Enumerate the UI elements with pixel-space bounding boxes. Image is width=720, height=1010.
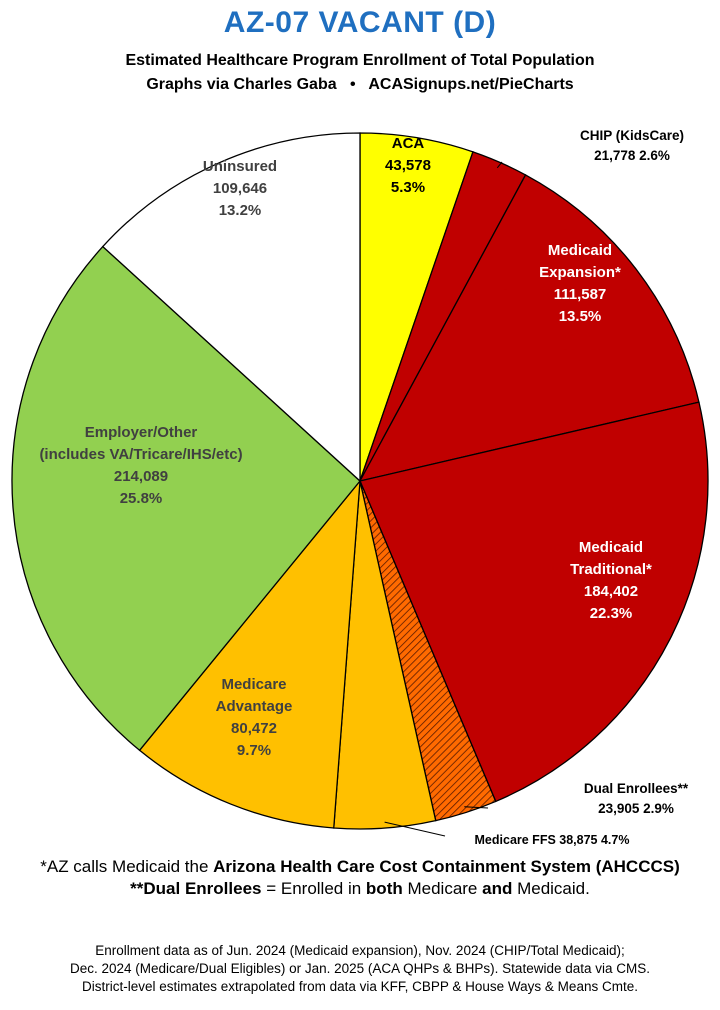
slice-label-medicaid-traditional: Medicaid Traditional* 184,402 22.3% [570,539,652,622]
source-line-2: Dec. 2024 (Medicare/Dual Eligibles) or J… [70,961,650,976]
slice-label-aca: ACA 43,578 5.3% [385,135,431,196]
chart-credit: Graphs via Charles Gaba • ACASignups.net… [0,76,720,94]
footnote-ahcccs: *AZ calls Medicaid the Arizona Health Ca… [0,856,720,878]
footnote-dual-text2: Medicare [402,879,483,898]
slice-label-uninsured: Uninsured 109,646 13.2% [203,158,277,219]
slice-label-medicaid-expansion: Medicaid Expansion* 111,587 13.5% [539,242,621,325]
footnote-dual-and: and [482,879,513,898]
slice-label-employer-other: Employer/Other (includes VA/Tricare/IHS/e… [39,424,242,507]
credit-url[interactable]: ACASignups.net/PieCharts [368,76,574,93]
pie-slice-medicaid-traditional [359,401,709,803]
source-line-3: District-level estimates extrapolated fr… [82,979,638,994]
pie-chart: ACA 43,578 5.3% CHIP (KidsCare) 21,778 2.6% M… [11,128,709,847]
slice-label-medicare-advantage: Medicare Advantage 80,472 9.7% [216,676,293,759]
footnote-dual-text1: = Enrolled in [261,879,366,898]
footnotes: *AZ calls Medicaid the Arizona Health Ca… [0,856,720,900]
leader-line-dual-enrollees [464,806,489,809]
slice-label-medicare-ffs: Medicare FFS 38,875 4.7% [475,833,630,847]
pie-slice-medicare-advantage [138,478,361,829]
footnote-ahcccs-text: *AZ calls Medicaid the [40,857,214,876]
leader-line-chip [496,161,503,169]
chart-subtitle: Estimated Healthcare Program Enrollment … [125,52,595,69]
source-line-1: Enrollment data as of Jun. 2024 (Medicai… [95,943,625,958]
pie-slice-medicaid-expansion [358,174,700,482]
footnote-dual: **Dual Enrollees = Enrolled in both Medi… [0,878,720,900]
chart-title: AZ-07 VACANT (D) [223,6,497,39]
footnote-dual-both: both [365,879,403,898]
source-footer: Enrollment data as of Jun. 2024 (Medicai… [0,942,720,996]
leader-line-medicare-ffs [384,821,446,837]
footnote-dual-term: **Dual Enrollees [130,879,262,898]
footnote-dual-text3: Medicaid. [512,879,590,898]
slice-label-chip: CHIP (KidsCare) 21,778 2.6% [580,128,684,163]
pie-slice-uninsured [101,132,361,483]
footnote-ahcccs-bold: Arizona Health Care Cost Containment Sys… [213,857,680,876]
credit-separator: • [349,76,356,93]
slice-label-dual-enrollees: Dual Enrollees** 23,905 2.9% [584,781,689,816]
credit-author: Graphs via Charles Gaba [146,76,337,93]
pie-slice-employer-other [11,245,361,752]
